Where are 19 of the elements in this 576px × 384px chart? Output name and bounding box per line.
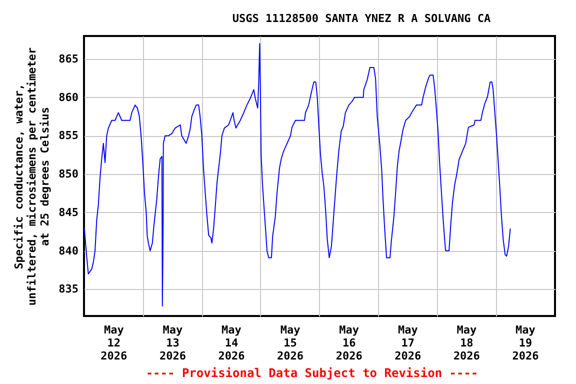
line-series: [84, 43, 511, 307]
y-tick-label: 840: [58, 244, 78, 258]
text: ---- Provisional Data Subject to Revision ----: [146, 366, 478, 380]
chart-title: USGS 11128500 SANTA YNEZ R A SOLVANG CA: [232, 12, 492, 25]
y-tick-label: 850: [58, 168, 78, 181]
y-tick-label: 855: [58, 129, 78, 142]
x-tick-label: May 17 2026: [394, 324, 422, 362]
y-tick-label: 860: [58, 90, 78, 104]
x-tick-label: May 12 2026: [100, 324, 128, 362]
x-tick-label: May 16 2026: [336, 324, 363, 362]
x-tick-label: May 18 2026: [453, 324, 480, 362]
y-tick-label: 835: [58, 282, 78, 296]
y-axis-title: Specific conductance, water, unfiltered, microsiemens per centimeter at 25 degrees Celsius: [12, 46, 52, 306]
y-tick-label: 845: [58, 206, 78, 219]
y-tick-label: 865: [58, 52, 78, 66]
x-tick-label: May 14 2026: [218, 324, 246, 362]
x-tick-label: May 15 2026: [277, 324, 304, 362]
x-tick-label: May 13 2026: [159, 324, 186, 362]
x-tick-label: May 19 2026: [512, 324, 540, 362]
